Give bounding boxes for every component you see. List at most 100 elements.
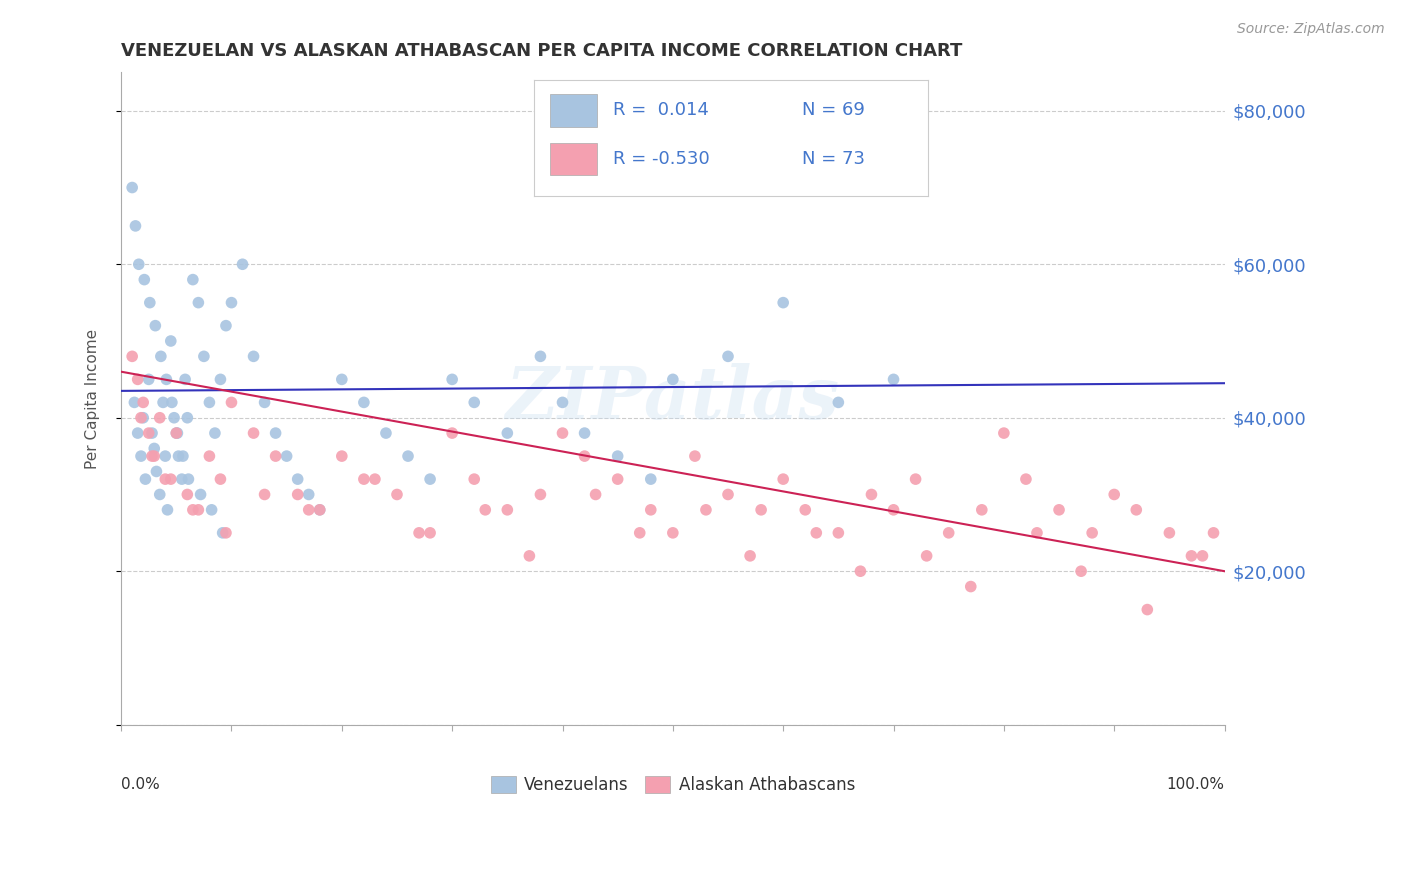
Point <box>190 487 212 501</box>
Point <box>134 472 156 486</box>
Point <box>519 549 541 563</box>
Point <box>1102 487 1125 501</box>
Point <box>242 349 264 363</box>
Point <box>396 449 419 463</box>
Y-axis label: Per Capita Income: Per Capita Income <box>86 328 100 468</box>
Point <box>160 395 183 409</box>
Point <box>138 426 160 441</box>
Point <box>1047 503 1070 517</box>
Point <box>287 487 309 501</box>
Legend: Venezuelans, Alaskan Athabascans: Venezuelans, Alaskan Athabascans <box>484 770 862 801</box>
Point <box>1125 503 1147 517</box>
Point <box>298 487 321 501</box>
Point <box>165 426 187 441</box>
Point <box>167 449 190 463</box>
Point <box>159 472 181 486</box>
Point <box>408 525 430 540</box>
Point <box>683 449 706 463</box>
Point <box>419 525 441 540</box>
Point <box>585 487 607 501</box>
Point <box>353 395 375 409</box>
Point <box>253 395 276 409</box>
Point <box>1026 525 1049 540</box>
Point <box>738 549 761 563</box>
Point <box>204 426 226 441</box>
Point <box>209 472 232 486</box>
Point <box>132 410 155 425</box>
Point <box>529 349 551 363</box>
Point <box>463 472 485 486</box>
Text: R =  0.014: R = 0.014 <box>613 102 709 120</box>
Text: R = -0.530: R = -0.530 <box>613 150 710 168</box>
Point <box>628 525 651 540</box>
Point <box>156 503 179 517</box>
Point <box>231 257 253 271</box>
Text: N = 69: N = 69 <box>801 102 865 120</box>
Point <box>134 272 156 286</box>
Point <box>201 503 224 517</box>
Point <box>215 525 238 540</box>
Point <box>551 395 574 409</box>
Point <box>1159 525 1181 540</box>
Point <box>794 503 817 517</box>
Point <box>141 449 163 463</box>
Point <box>121 349 143 363</box>
Point <box>849 564 872 578</box>
Point <box>827 525 849 540</box>
Point <box>159 334 181 348</box>
Point <box>132 395 155 409</box>
Text: VENEZUELAN VS ALASKAN ATHABASCAN PER CAPITA INCOME CORRELATION CHART: VENEZUELAN VS ALASKAN ATHABASCAN PER CAP… <box>121 42 963 60</box>
Point <box>193 349 215 363</box>
Point <box>1015 472 1038 486</box>
Point <box>1081 525 1104 540</box>
Point <box>1136 602 1159 616</box>
Point <box>163 410 186 425</box>
Point <box>1180 549 1202 563</box>
Point <box>298 503 321 517</box>
Point <box>170 472 193 486</box>
Point <box>606 449 628 463</box>
Point <box>124 395 146 409</box>
Point <box>198 395 221 409</box>
Point <box>242 426 264 441</box>
Point <box>276 449 298 463</box>
Point <box>141 426 163 441</box>
Point <box>717 487 740 501</box>
Point <box>695 503 717 517</box>
Point <box>364 472 387 486</box>
Point <box>806 525 828 540</box>
Point <box>574 449 596 463</box>
Point <box>128 257 150 271</box>
Point <box>221 295 243 310</box>
Point <box>330 449 353 463</box>
Point <box>121 180 143 194</box>
Point <box>1070 564 1092 578</box>
Point <box>749 503 772 517</box>
Point <box>198 449 221 463</box>
Point <box>287 472 309 486</box>
Point <box>606 472 628 486</box>
Point <box>143 318 166 333</box>
Text: Source: ZipAtlas.com: Source: ZipAtlas.com <box>1237 22 1385 37</box>
Point <box>211 525 233 540</box>
Point <box>149 410 172 425</box>
Point <box>155 449 177 463</box>
Point <box>330 372 353 386</box>
Point <box>496 426 519 441</box>
Point <box>938 525 960 540</box>
Point <box>145 465 167 479</box>
Point <box>127 426 149 441</box>
Point <box>176 410 198 425</box>
Point <box>993 426 1015 441</box>
Text: 100.0%: 100.0% <box>1167 777 1225 792</box>
Point <box>253 487 276 501</box>
Text: ZIPatlas: ZIPatlas <box>506 363 839 434</box>
Point <box>155 372 177 386</box>
Point <box>215 318 238 333</box>
Point <box>181 272 204 286</box>
Bar <box>550 95 598 127</box>
Point <box>1191 549 1213 563</box>
Point <box>177 472 200 486</box>
Point <box>959 580 981 594</box>
Point <box>152 395 174 409</box>
